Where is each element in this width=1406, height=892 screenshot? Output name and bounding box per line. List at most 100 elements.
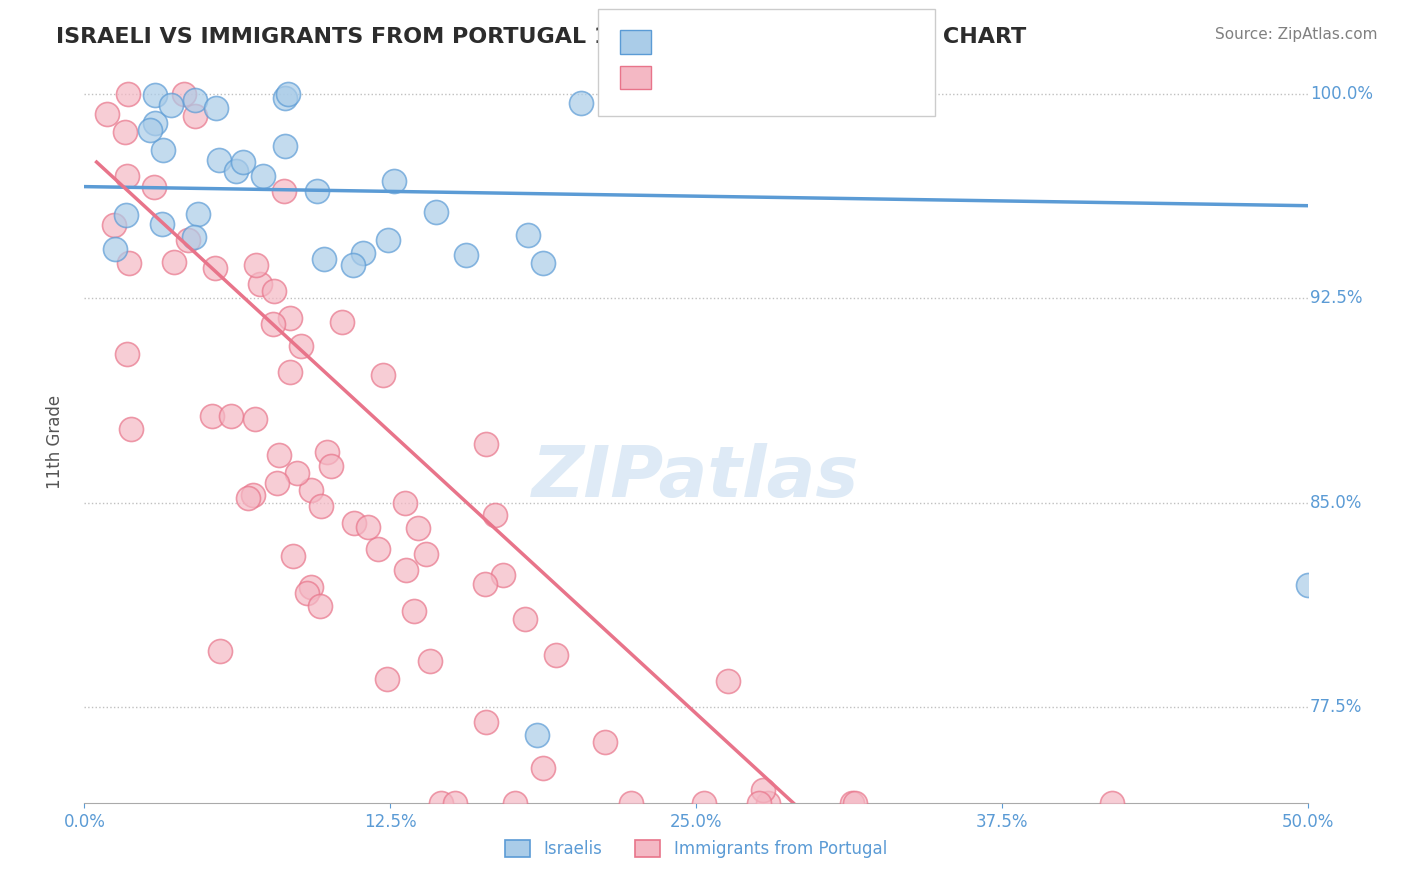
Point [120, 422, 142, 436]
Point [352, 246, 374, 260]
Point [118, 256, 141, 270]
Point [357, 519, 380, 533]
Point [752, 783, 775, 797]
Point [756, 796, 779, 810]
Point [104, 242, 127, 256]
Point [245, 258, 267, 272]
Point [367, 541, 389, 556]
Point [475, 715, 498, 730]
Point [208, 644, 231, 658]
Point [269, 448, 291, 462]
Point [309, 599, 332, 613]
Point [321, 458, 343, 473]
Point [219, 409, 242, 423]
Point [309, 499, 332, 513]
Point [232, 155, 254, 169]
Point [242, 488, 264, 502]
Point [163, 255, 186, 269]
Point [252, 169, 274, 183]
Point [281, 549, 304, 563]
Point [312, 252, 335, 267]
Point [454, 248, 477, 262]
Point [593, 735, 616, 749]
Point [531, 761, 554, 775]
Point [406, 520, 429, 534]
Point [187, 207, 209, 221]
Point [225, 164, 247, 178]
Point [394, 496, 416, 510]
Point [526, 728, 548, 742]
Point [150, 217, 173, 231]
Point [299, 580, 322, 594]
Point [429, 796, 451, 810]
Point [160, 98, 183, 112]
Point [841, 796, 863, 810]
Point [415, 547, 437, 561]
Point [236, 491, 259, 505]
Point [273, 184, 295, 198]
Point [205, 101, 228, 115]
Point [1296, 577, 1319, 591]
Point [173, 87, 195, 101]
Point [1358, 796, 1381, 810]
Point [142, 180, 165, 194]
Point [444, 796, 467, 810]
Point [693, 796, 716, 810]
Point [475, 437, 498, 451]
Point [330, 315, 353, 329]
Point [139, 122, 162, 136]
Point [274, 139, 297, 153]
Text: ISRAELI VS IMMIGRANTS FROM PORTUGAL 11TH GRADE CORRELATION CHART: ISRAELI VS IMMIGRANTS FROM PORTUGAL 11TH… [56, 27, 1026, 46]
Text: 85.0%: 85.0% [1310, 494, 1362, 512]
Point [103, 219, 125, 233]
Point [115, 209, 138, 223]
Point [277, 87, 299, 101]
Point [114, 126, 136, 140]
Point [285, 466, 308, 480]
Text: 100.0%: 100.0% [1310, 85, 1374, 103]
Point [152, 143, 174, 157]
Text: R = -0.349   N = 73: R = -0.349 N = 73 [628, 69, 817, 87]
Point [278, 365, 301, 379]
Point [200, 409, 222, 424]
Point [492, 568, 515, 582]
Point [395, 563, 418, 577]
Point [343, 516, 366, 531]
Point [484, 508, 506, 522]
Point [316, 444, 339, 458]
Text: 77.5%: 77.5% [1310, 698, 1362, 716]
Point [419, 654, 441, 668]
Y-axis label: 11th Grade: 11th Grade [45, 394, 63, 489]
Point [377, 672, 399, 686]
Point [377, 233, 399, 247]
Point [117, 169, 139, 183]
Point [208, 153, 231, 168]
Point [748, 796, 770, 810]
Point [342, 258, 364, 272]
Point [515, 612, 537, 626]
Point [143, 87, 166, 102]
Point [117, 347, 139, 361]
Point [266, 476, 288, 491]
Text: R = -0.014   N = 35: R = -0.014 N = 35 [628, 33, 817, 51]
Legend: Israelis, Immigrants from Portugal: Israelis, Immigrants from Portugal [496, 832, 896, 867]
Point [262, 317, 284, 331]
Text: Source: ZipAtlas.com: Source: ZipAtlas.com [1215, 27, 1378, 42]
Point [569, 95, 592, 110]
Point [305, 184, 328, 198]
Point [204, 261, 226, 276]
Point [382, 174, 405, 188]
Point [263, 285, 285, 299]
Point [503, 796, 526, 810]
Text: ZIPatlas: ZIPatlas [533, 443, 859, 512]
Point [273, 91, 295, 105]
Point [184, 109, 207, 123]
Point [96, 107, 118, 121]
Point [290, 339, 312, 353]
Point [243, 412, 266, 426]
Point [844, 796, 866, 810]
Point [183, 230, 205, 244]
Point [117, 87, 139, 101]
Point [371, 368, 394, 382]
Point [474, 576, 496, 591]
